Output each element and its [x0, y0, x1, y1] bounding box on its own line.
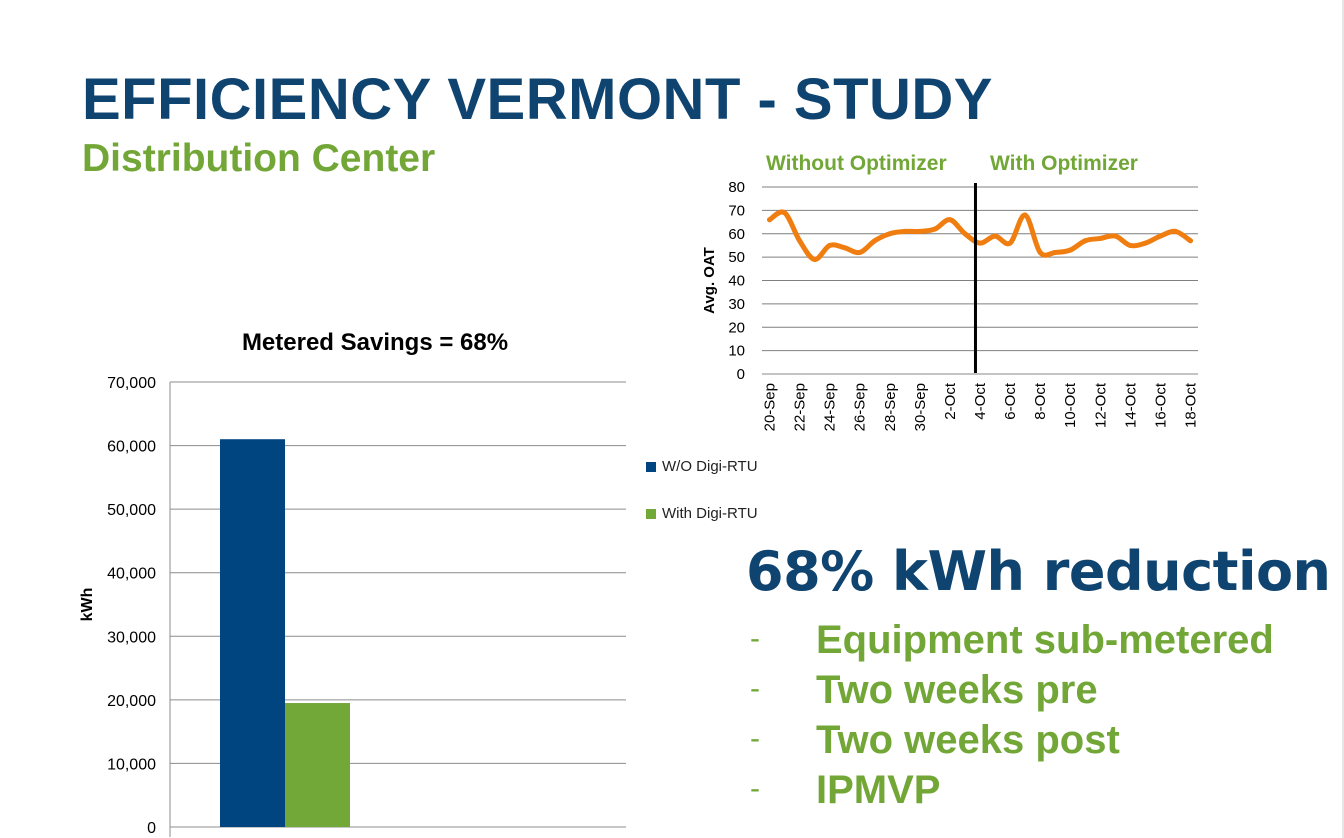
oat-data-point	[917, 228, 923, 234]
bar-chart-title: Metered Savings = 68%	[242, 329, 508, 356]
oat-x-tick-label: 28-Sep	[882, 383, 899, 431]
slide-title: EFFICIENCY VERMONT - STUDY	[82, 67, 993, 132]
oat-y-tick-label: 10	[728, 343, 745, 360]
oat-y-tick-label: 40	[728, 273, 745, 290]
oat-data-point	[1142, 240, 1148, 246]
oat-x-tick-label: 30-Sep	[912, 383, 929, 431]
bullet-dash: -	[750, 672, 760, 705]
kwh-y-tick-label: 70,000	[107, 375, 156, 392]
oat-x-tick-label: 6-Oct	[1002, 382, 1019, 420]
oat-y-tick-label: 80	[728, 179, 745, 196]
oat-x-tick-label: 16-Oct	[1152, 382, 1169, 428]
oat-x-tick-label: 20-Sep	[762, 383, 779, 431]
legend-label: With Digi-RTU	[662, 505, 758, 522]
kwh-y-axis-title: kWh	[79, 588, 96, 622]
kwh-y-tick-label: 50,000	[107, 502, 156, 519]
oat-data-point	[1097, 235, 1103, 241]
bullet-text: Two weeks pre	[816, 668, 1098, 712]
kwh-y-tick-label: 10,000	[107, 756, 156, 773]
oat-y-tick-label: 60	[728, 226, 745, 243]
legend-item-with-digi-rtu: With Digi-RTU	[646, 505, 758, 522]
oat-y-tick-label: 0	[737, 366, 745, 383]
legend-label: W/O Digi-RTU	[662, 458, 758, 475]
bullet-text: IPMVP	[816, 768, 941, 812]
oat-data-point	[887, 231, 893, 237]
bar-without-digi-rtu	[220, 439, 285, 827]
oat-y-tick-label: 20	[728, 319, 745, 336]
oat-data-point	[767, 217, 773, 223]
oat-data-point	[1187, 238, 1193, 244]
oat-y-tick-label: 30	[728, 296, 745, 313]
oat-data-point	[902, 228, 908, 234]
oat-x-tick-label: 14-Oct	[1122, 382, 1139, 428]
legend-swatch-blue	[646, 462, 656, 472]
oat-x-tick-label: 18-Oct	[1182, 382, 1199, 428]
oat-y-tick-label: 70	[728, 202, 745, 219]
legend-swatch-green	[646, 509, 656, 519]
bullet-dash: -	[750, 722, 760, 755]
oat-x-tick-label: 2-Oct	[942, 382, 959, 420]
kwh-y-tick-label: 0	[147, 820, 156, 837]
kwh-y-tick-label: 30,000	[107, 629, 156, 646]
kwh-y-tick-label: 20,000	[107, 693, 156, 710]
oat-data-point	[1067, 247, 1073, 253]
oat-data-point	[1022, 212, 1028, 218]
oat-x-tick-label: 10-Oct	[1062, 382, 1079, 428]
oat-data-point	[782, 210, 788, 216]
oat-data-point	[1007, 240, 1013, 246]
oat-y-tick-label: 50	[728, 249, 745, 266]
oat-data-point	[872, 238, 878, 244]
oat-data-point	[932, 226, 938, 232]
oat-data-point	[1127, 242, 1133, 248]
slide-right-edge	[1342, 0, 1344, 838]
bar-with-digi-rtu	[285, 703, 350, 827]
kwh-y-tick-label: 60,000	[107, 439, 156, 456]
oat-data-point	[1037, 249, 1043, 255]
oat-x-tick-label: 24-Sep	[822, 383, 839, 431]
kwh-y-tick-label: 40,000	[107, 566, 156, 583]
oat-data-point	[962, 231, 968, 237]
oat-data-point	[947, 217, 953, 223]
oat-line-chart: 0 10 20 30 40 50 60 70 80 Avg. OAT 20-Sep 22-Sep 24-…	[701, 152, 1199, 431]
kwh-bar-chart: Metered Savings = 68% 0 10,000 20,000 30,000…	[79, 329, 626, 837]
bullet-text: Equipment sub-metered	[816, 618, 1274, 662]
slide-subtitle: Distribution Center	[82, 137, 436, 180]
oat-data-point	[1052, 249, 1058, 255]
headline-reduction: 68% kWh reduction	[746, 540, 1331, 603]
oat-data-point	[827, 242, 833, 248]
oat-x-tick-label: 4-Oct	[972, 382, 989, 420]
legend-item-without-digi-rtu: W/O Digi-RTU	[646, 458, 758, 475]
oat-y-axis-title: Avg. OAT	[701, 247, 718, 314]
oat-data-point	[812, 256, 818, 262]
oat-x-tick-label: 22-Sep	[792, 383, 809, 431]
oat-data-point	[992, 233, 998, 239]
bullet-dash: -	[750, 772, 760, 805]
oat-data-point	[1112, 233, 1118, 239]
without-optimizer-label: Without Optimizer	[766, 152, 947, 175]
oat-data-point	[797, 238, 803, 244]
bullet-text: Two weeks post	[816, 718, 1120, 762]
bullet-dash: -	[750, 622, 760, 655]
oat-data-point	[1157, 233, 1163, 239]
oat-data-point	[977, 240, 983, 246]
oat-data-point	[857, 249, 863, 255]
oat-x-tick-label: 8-Oct	[1032, 382, 1049, 420]
with-optimizer-label: With Optimizer	[990, 152, 1138, 175]
oat-data-point	[1082, 238, 1088, 244]
oat-x-tick-label: 12-Oct	[1092, 382, 1109, 428]
oat-x-tick-label: 26-Sep	[852, 383, 869, 431]
oat-data-point	[1172, 228, 1178, 234]
oat-data-point	[842, 245, 848, 251]
oat-series-line	[767, 209, 1193, 262]
